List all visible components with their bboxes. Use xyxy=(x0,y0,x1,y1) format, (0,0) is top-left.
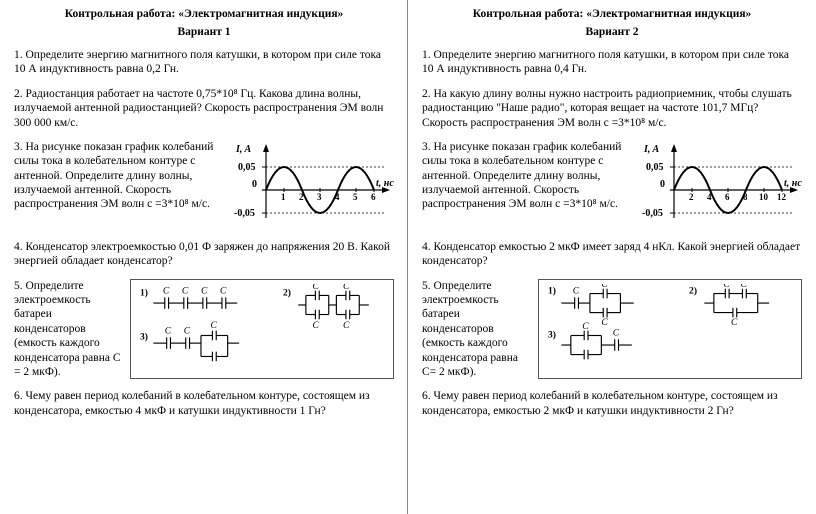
variant-1-heading: Вариант 1 xyxy=(14,26,394,38)
panel-label: 3) xyxy=(548,329,556,340)
y-tick-neg: -0,05 xyxy=(642,208,663,219)
column-variant-2: Контрольная работа: «Электромагнитная ин… xyxy=(408,0,816,514)
cap-icon xyxy=(575,297,579,308)
x-axis-label: t, нс xyxy=(784,178,802,189)
v2-q1: 1. Определите энергию магнитного поля ка… xyxy=(422,48,802,77)
v1-q2: 2. Радиостанция работает на частоте 0,75… xyxy=(14,87,394,130)
panel-label: 1) xyxy=(140,287,148,298)
cap-icon xyxy=(346,290,350,300)
y-zero: 0 xyxy=(660,179,665,190)
svg-text:C: C xyxy=(163,286,170,296)
v2-q3-block: 3. На рисунке показан график колебаний с… xyxy=(422,140,802,230)
cap-icon xyxy=(167,337,171,348)
y-tick-pos: 0,05 xyxy=(238,162,256,173)
v1-q1: 1. Определите энергию магнитного поля ка… xyxy=(14,48,394,77)
cap-icon xyxy=(222,297,226,308)
y-axis-label: I, A xyxy=(643,144,660,155)
x-tick: 6 xyxy=(371,192,376,202)
svg-text:C: C xyxy=(220,286,227,296)
x-tick: 12 xyxy=(777,192,787,202)
cap-icon xyxy=(603,288,607,298)
svg-text:C: C xyxy=(573,286,580,296)
panel-label: 3) xyxy=(140,331,148,342)
x-tick: 10 xyxy=(759,192,769,202)
cap-icon xyxy=(584,349,588,359)
svg-text:C: C xyxy=(313,320,320,330)
cap-icon xyxy=(203,297,207,308)
svg-text:C: C xyxy=(343,320,350,330)
panel-label: 1) xyxy=(548,285,556,296)
cap-icon xyxy=(725,288,729,298)
cap-icon xyxy=(733,307,737,317)
v1-q3-block: 3. На рисунке показан график колебаний с… xyxy=(14,140,394,230)
x-axis-label: t, нс xyxy=(376,178,394,189)
cap-icon xyxy=(315,309,319,319)
cap-icon xyxy=(165,297,169,308)
x-tick: 3 xyxy=(317,192,322,202)
svg-text:C: C xyxy=(601,318,608,328)
v2-q5-block: 5. Определите электроемкость батареи кон… xyxy=(422,279,802,380)
svg-text:C: C xyxy=(731,318,738,328)
v1-q5-block: 5. Определите электроемкость батареи кон… xyxy=(14,279,394,380)
variant-2-heading: Вариант 2 xyxy=(422,26,802,38)
svg-text:C: C xyxy=(723,284,730,290)
svg-text:C: C xyxy=(201,286,208,296)
svg-text:C: C xyxy=(165,326,172,336)
cap-icon xyxy=(212,351,216,361)
cap-icon xyxy=(742,288,746,298)
panel-label: 2) xyxy=(283,287,291,298)
v1-q5-text: 5. Определите электроемкость батареи кон… xyxy=(14,279,124,380)
v2-q5-text: 5. Определите электроемкость батареи кон… xyxy=(422,279,532,380)
panel-label: 2) xyxy=(689,285,697,296)
doc-title-1: Контрольная работа: «Электромагнитная ин… xyxy=(14,8,394,20)
capacitor-circuits-v1: 1) C C C C xyxy=(130,279,394,380)
v2-q2: 2. На какую длину волны нужно настроить … xyxy=(422,87,802,130)
cap-icon xyxy=(212,330,216,340)
svg-text:C: C xyxy=(601,284,608,290)
capacitor-circuits-v2: 1) C C C 2) xyxy=(538,279,802,380)
cap-icon xyxy=(603,307,607,317)
x-tick: 1 xyxy=(281,192,286,202)
sine-graph-1: I, A 0,05 0 -0,05 1 2 3 4 5 6 xyxy=(234,140,394,230)
cap-icon xyxy=(184,297,188,308)
v2-q4: 4. Конденсатор емкостью 2 мкФ имеет заря… xyxy=(422,240,802,269)
cap-icon xyxy=(615,339,619,350)
cap-icon xyxy=(584,330,588,340)
v1-q4: 4. Конденсатор электроемкостью 0,01 Ф за… xyxy=(14,240,394,269)
svg-text:C: C xyxy=(582,321,589,331)
y-tick-pos: 0,05 xyxy=(646,162,664,173)
x-tick: 6 xyxy=(725,192,730,202)
svg-text:C: C xyxy=(313,284,320,292)
sine-graph-2: I, A 0,05 0 -0,05 2 4 6 8 10 12 xyxy=(642,140,802,230)
v1-q3-text: 3. На рисунке показан график колебаний с… xyxy=(14,140,228,230)
doc-title-2: Контрольная работа: «Электромагнитная ин… xyxy=(422,8,802,20)
svg-text:C: C xyxy=(184,326,191,336)
cap-icon xyxy=(346,309,350,319)
cap-icon xyxy=(315,290,319,300)
x-tick: 2 xyxy=(689,192,694,202)
v2-q3-text: 3. На рисунке показан график колебаний с… xyxy=(422,140,636,230)
svg-text:C: C xyxy=(343,284,350,292)
svg-text:C: C xyxy=(182,286,189,296)
v1-q6: 6. Чему равен период колебаний в колебат… xyxy=(14,389,394,418)
y-axis-label: I, A xyxy=(235,144,252,155)
v2-q6: 6. Чему равен период колебаний в колебат… xyxy=(422,389,802,418)
x-tick: 5 xyxy=(353,192,358,202)
y-zero: 0 xyxy=(252,179,257,190)
column-variant-1: Контрольная работа: «Электромагнитная ин… xyxy=(0,0,408,514)
svg-text:C: C xyxy=(741,284,748,290)
cap-icon xyxy=(186,337,190,348)
svg-text:C: C xyxy=(613,328,620,338)
page: Контрольная работа: «Электромагнитная ин… xyxy=(0,0,816,514)
svg-text:C: C xyxy=(211,320,218,330)
y-tick-neg: -0,05 xyxy=(234,208,255,219)
